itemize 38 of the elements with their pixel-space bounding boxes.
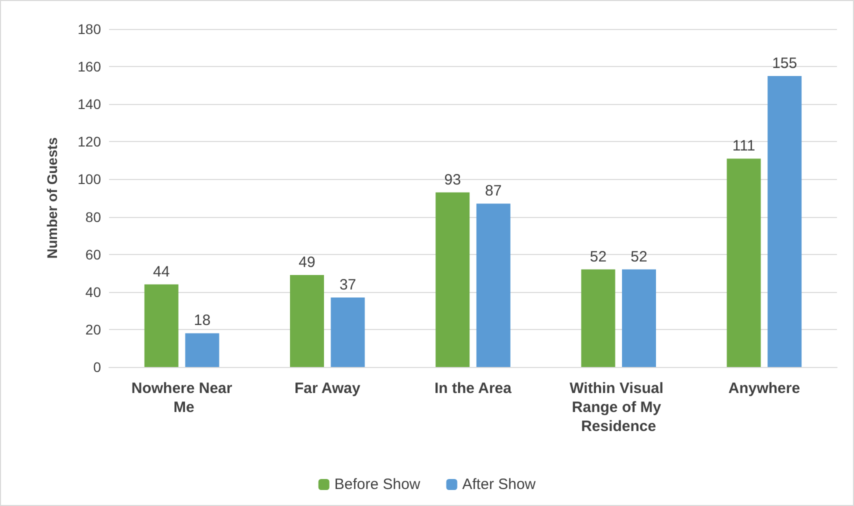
bar xyxy=(581,269,616,367)
data-label: 155 xyxy=(772,54,798,72)
data-label: 52 xyxy=(590,248,607,266)
bar xyxy=(436,192,470,367)
y-tick-label: 180 xyxy=(78,21,102,37)
bar xyxy=(622,269,656,367)
x-tick-label: In the Area xyxy=(434,380,512,397)
bar xyxy=(330,298,365,367)
y-tick-label: 60 xyxy=(85,246,102,262)
y-tick-label: 160 xyxy=(78,58,102,75)
data-label: 18 xyxy=(194,312,211,330)
y-tick-label: 40 xyxy=(85,284,102,300)
data-label: 87 xyxy=(485,182,502,200)
y-tick-label: 140 xyxy=(78,96,102,112)
y-tick-label: 80 xyxy=(85,208,102,225)
bar xyxy=(726,158,761,367)
data-label: 44 xyxy=(153,263,170,280)
x-tick-label: Far Away xyxy=(294,380,361,397)
data-label: 37 xyxy=(339,276,356,294)
y-tick-label: 0 xyxy=(93,359,102,375)
bar xyxy=(476,204,510,367)
data-label: 49 xyxy=(298,254,316,271)
bar xyxy=(185,333,220,367)
bar xyxy=(144,284,178,367)
y-tick-label: 20 xyxy=(85,321,102,338)
y-tick-label: 100 xyxy=(78,171,102,188)
bar xyxy=(290,274,324,367)
y-tick-label: 120 xyxy=(78,134,102,150)
y-axis-title: Number of Guests xyxy=(44,137,60,259)
data-label: 52 xyxy=(630,248,648,266)
bar xyxy=(768,76,802,367)
data-label: 93 xyxy=(444,171,461,188)
legend-label: Before Show xyxy=(334,476,420,493)
legend-label: After Show xyxy=(462,476,536,493)
x-tick-label: Anywhere xyxy=(728,380,800,397)
x-tick-label: Nowhere Near Me xyxy=(131,380,232,416)
data-label: 111 xyxy=(732,138,756,155)
x-tick-label: Within Visual Range of My Residence xyxy=(570,380,668,435)
